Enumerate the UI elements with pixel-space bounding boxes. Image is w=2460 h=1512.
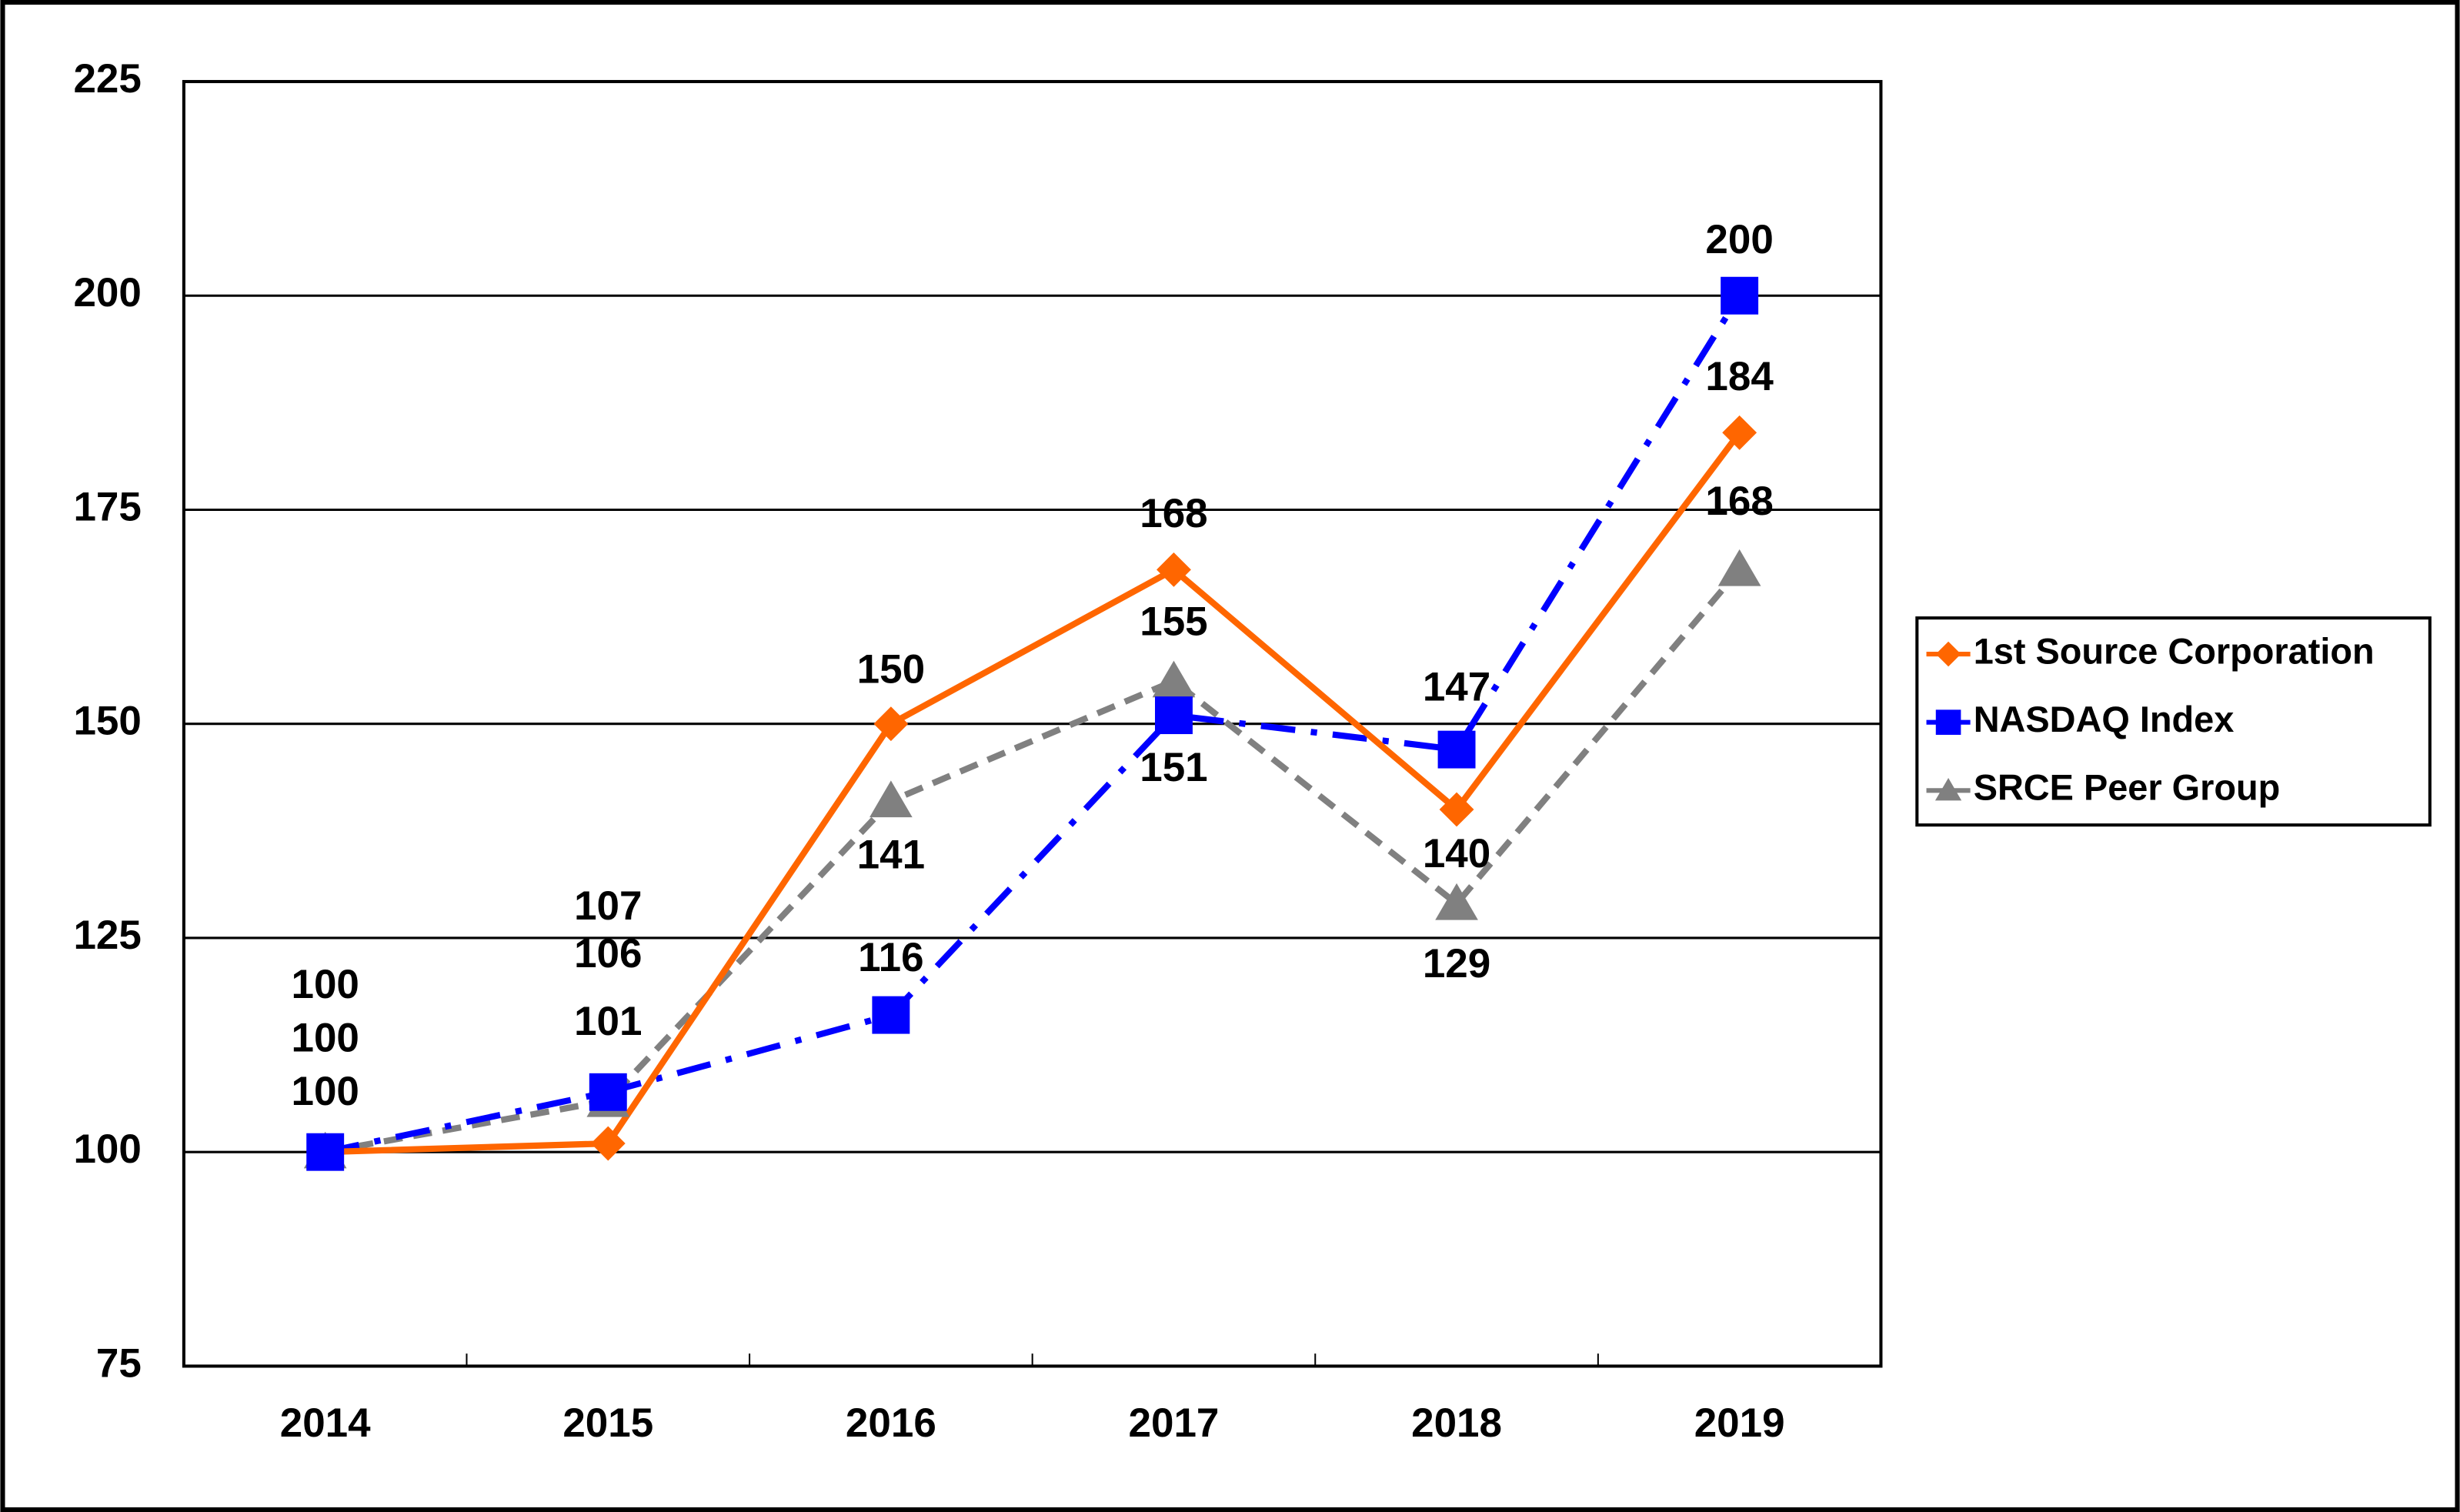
marker: [1157, 552, 1191, 587]
x-tick-label: 2017: [1129, 1400, 1220, 1446]
data-label: 141: [857, 832, 925, 877]
data-label: 168: [1140, 491, 1207, 536]
marker: [872, 996, 910, 1034]
y-tick-label: 175: [73, 484, 141, 529]
y-tick-label: 75: [96, 1340, 142, 1386]
marker: [870, 780, 913, 818]
data-label: 100: [291, 1015, 359, 1060]
data-label: 106: [574, 931, 642, 976]
marker: [589, 1073, 627, 1111]
x-tick-label: 2016: [846, 1400, 936, 1446]
data-label: 150: [857, 646, 925, 692]
marker: [1435, 883, 1478, 920]
x-tick-label: 2014: [280, 1400, 371, 1446]
data-label: 184: [1705, 354, 1774, 399]
series-line: [325, 430, 1742, 1156]
marker: [1154, 696, 1193, 735]
series-layer: [303, 276, 1761, 1171]
y-tick-label: 225: [73, 56, 141, 102]
data-label: 100: [291, 962, 359, 1007]
marker: [1722, 415, 1757, 450]
data-label: 100: [291, 1069, 359, 1114]
data-label: 101: [574, 999, 642, 1044]
marker: [1935, 709, 1961, 735]
data-label: 140: [1423, 831, 1490, 876]
data-label: 129: [1423, 941, 1490, 986]
marker: [1721, 276, 1759, 315]
y-tick-label: 100: [73, 1126, 141, 1172]
y-tick-label: 125: [73, 913, 141, 958]
labels-layer: 100 101 150 168 140 184 100 106 141 155 129 168 100 1…: [291, 217, 1774, 1114]
marker: [1934, 778, 1962, 801]
legend-box: [1915, 616, 2432, 827]
legend-label: SRCE Peer Group: [1974, 768, 2281, 808]
data-label: 168: [1705, 479, 1773, 524]
data-label: 116: [858, 935, 923, 980]
data-label: 200: [1705, 217, 1773, 262]
marker: [1935, 641, 1961, 667]
legend: 1st Source Corporation NASDAQ Index SRCE P…: [1926, 631, 2375, 808]
marker: [306, 1133, 345, 1171]
data-label: 151: [1140, 745, 1207, 790]
data-label: 107: [574, 883, 642, 929]
series-line: [324, 294, 1743, 1156]
legend-label: 1st Source Corporation: [1974, 631, 2375, 671]
series-line: [324, 567, 1742, 1156]
marker: [1437, 730, 1476, 769]
x-tick-label: 2015: [562, 1400, 653, 1446]
x-tick-label: 2019: [1694, 1400, 1785, 1446]
y-tick-label: 200: [73, 270, 141, 315]
marker: [1152, 660, 1196, 698]
legend-label: NASDAQ Index: [1974, 699, 2235, 739]
marker: [1717, 549, 1761, 586]
marker: [873, 706, 909, 742]
plot-frame: [182, 79, 1883, 1368]
data-label: 147: [1423, 665, 1490, 710]
x-tick-label: 2018: [1411, 1400, 1502, 1446]
grid: 75 100 125 150 175 200 225 2014 2015 2016 2017 2018…: [73, 56, 1881, 1446]
data-label: 155: [1140, 599, 1207, 645]
y-tick-label: 150: [73, 699, 141, 744]
